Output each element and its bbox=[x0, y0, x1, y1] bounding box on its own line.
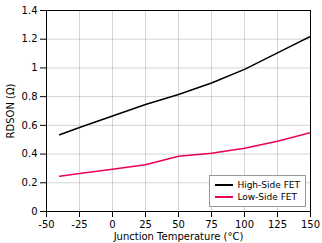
svg-text:-50: -50 bbox=[38, 219, 54, 230]
svg-text:0: 0 bbox=[109, 219, 115, 230]
svg-text:0.8: 0.8 bbox=[22, 91, 38, 102]
svg-text:125: 125 bbox=[268, 219, 287, 230]
svg-text:1.2: 1.2 bbox=[22, 33, 38, 44]
svg-text:Junction Temperature (°C): Junction Temperature (°C) bbox=[113, 231, 244, 242]
svg-text:1: 1 bbox=[31, 62, 37, 73]
svg-text:0.4: 0.4 bbox=[22, 148, 38, 159]
html-text:Low-Side FET: Low-Side FET bbox=[237, 192, 297, 202]
svg-text:RDSON (Ω): RDSON (Ω) bbox=[5, 83, 16, 138]
svg-text:0: 0 bbox=[31, 206, 37, 217]
svg-text:100: 100 bbox=[235, 219, 254, 230]
html-text:High-Side FET: High-Side FET bbox=[237, 180, 300, 190]
svg-text:-25: -25 bbox=[71, 219, 87, 230]
svg-text:0.6: 0.6 bbox=[22, 120, 38, 131]
svg-text:0.2: 0.2 bbox=[22, 177, 38, 188]
svg-text:50: 50 bbox=[172, 219, 185, 230]
svg-text:25: 25 bbox=[139, 219, 152, 230]
svg-text:75: 75 bbox=[205, 219, 218, 230]
svg-text:150: 150 bbox=[301, 219, 320, 230]
svg-text:1.4: 1.4 bbox=[22, 5, 38, 16]
